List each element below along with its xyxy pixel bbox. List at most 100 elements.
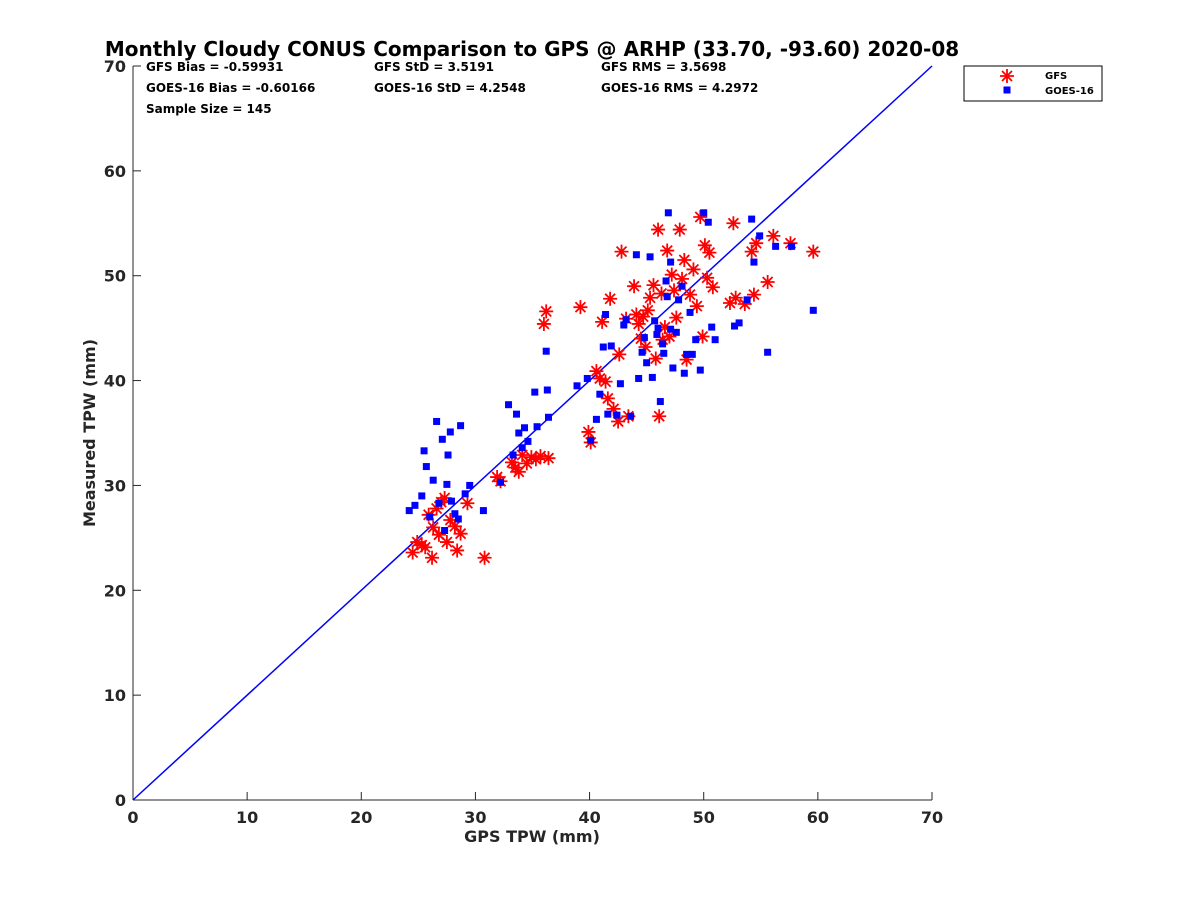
x-tick-label: 0	[127, 808, 138, 827]
gfs-point	[460, 496, 475, 511]
goes-16-point	[764, 348, 772, 356]
gfs-point	[695, 329, 710, 344]
goes-16-point	[542, 347, 550, 355]
gfs-point	[627, 279, 642, 294]
gfs-point	[606, 401, 621, 416]
goes-16-point	[607, 342, 615, 350]
gfs-point	[657, 320, 672, 335]
y-tick-label: 60	[104, 162, 126, 181]
goes-16-point	[616, 380, 624, 388]
gfs-point	[592, 371, 607, 386]
reference-line	[132, 65, 933, 801]
stats-panel: GFS Bias = -0.59931 GFS StD = 3.5191 GFS…	[146, 60, 758, 116]
gfs-point	[447, 519, 462, 534]
gfs-point	[431, 527, 446, 542]
goes-16-point	[513, 410, 521, 418]
goes-16-point	[544, 413, 552, 421]
gfs-point	[693, 209, 708, 224]
goes-16-point	[429, 476, 437, 484]
gfs-point	[737, 297, 752, 312]
gfs-point	[697, 238, 712, 253]
y-tick-label: 20	[104, 581, 126, 600]
goes-16-point	[667, 258, 675, 266]
gfs-point	[603, 291, 618, 306]
goes-16-point	[521, 424, 529, 432]
goes-16-point	[632, 251, 640, 259]
x-axis-label: GPS TPW (mm)	[464, 827, 600, 846]
stat-goes-rms: GOES-16 RMS = 4.2972	[601, 81, 758, 95]
goes-16-point	[683, 350, 691, 358]
stat-gfs-bias: GFS Bias = -0.59931	[146, 60, 283, 74]
goes-16-point	[573, 382, 581, 390]
gfs-point	[646, 278, 661, 293]
stat-sample-size: Sample Size = 145	[146, 102, 272, 116]
gfs-point	[636, 309, 651, 324]
goes-16-point	[656, 398, 664, 406]
gfs-point	[648, 351, 663, 366]
gfs-point	[766, 228, 781, 243]
goes-16-point	[704, 218, 712, 226]
gfs-point	[504, 455, 519, 470]
goes-16-point	[688, 350, 696, 358]
series-gfs	[405, 209, 821, 565]
goes-16-point	[533, 423, 541, 431]
goes-16-point	[635, 374, 643, 382]
gfs-point	[654, 286, 669, 301]
goes-16-point	[669, 364, 677, 372]
gfs-point	[429, 501, 444, 516]
goes-16-point	[675, 296, 683, 304]
gfs-point	[638, 340, 653, 355]
gfs-point	[515, 448, 530, 463]
goes-16-point	[680, 369, 688, 377]
goes-16-point	[663, 293, 671, 301]
gfs-point	[643, 290, 658, 305]
gfs-point	[598, 374, 613, 389]
gfs-point	[418, 540, 433, 555]
x-tick-label: 70	[921, 808, 943, 827]
series-goes-16	[405, 209, 817, 535]
goes-16-point	[620, 321, 628, 329]
gfs-point	[760, 275, 775, 290]
gfs-point	[450, 543, 465, 558]
gfs-point	[683, 287, 698, 302]
goes-16-point	[418, 492, 426, 500]
goes-16-point	[505, 401, 513, 409]
goes-16-point	[497, 478, 505, 486]
goes-16-point	[587, 436, 595, 444]
y-tick-label: 0	[115, 791, 126, 810]
goes-16-point	[451, 510, 459, 518]
gfs-point	[629, 307, 644, 322]
legend-box	[963, 65, 1103, 102]
gfs-point	[662, 329, 677, 344]
gfs-point	[611, 414, 626, 429]
gfs-point	[675, 271, 690, 286]
goes-16-point	[599, 343, 607, 351]
goes-16-point	[444, 451, 452, 459]
y-tick-label: 70	[104, 57, 126, 76]
goes-16-point	[772, 242, 780, 250]
gfs-point	[614, 244, 629, 259]
goes-16-point	[479, 507, 487, 515]
goes-16-point	[602, 311, 610, 319]
goes-16-point	[447, 497, 455, 505]
goes-16-point	[524, 437, 532, 445]
goes-16-point	[659, 340, 667, 348]
goes-16-point	[686, 308, 694, 316]
gfs-point	[705, 280, 720, 295]
plot-area	[132, 65, 933, 801]
goes-16-point	[692, 336, 700, 344]
goes-16-point	[438, 435, 446, 443]
stat-goes-bias: GOES-16 Bias = -0.60166	[146, 81, 315, 95]
goes-16-point	[678, 282, 686, 290]
goes-16-point	[809, 306, 817, 314]
goes-16-point	[509, 451, 517, 459]
goes-16-point	[446, 428, 454, 436]
gfs-point	[612, 347, 627, 362]
goes-16-point	[788, 242, 796, 250]
gfs-point	[726, 216, 741, 231]
goes-16-point	[433, 417, 441, 425]
gfs-point	[528, 452, 543, 467]
gfs-point	[744, 244, 759, 259]
stat-gfs-rms: GFS RMS = 3.5698	[601, 60, 726, 74]
goes-16-point	[700, 209, 708, 217]
